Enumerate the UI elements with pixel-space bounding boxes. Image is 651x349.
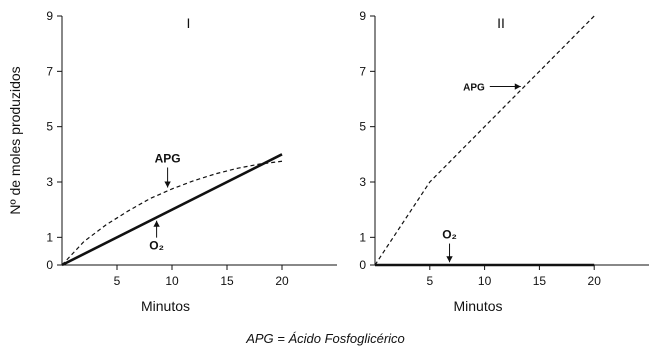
y-tick-label: 7 [359,64,366,78]
annotation-label-apg: APG [463,83,485,94]
annotation-label-apg: APG [155,151,181,165]
x-axis-label: Minutos [453,298,502,314]
chart-panel-1: 0 1 3 5 7 9 5 10 15 20 Minutos Nº de moles produzid… [7,9,337,314]
x-tick-label: 15 [533,274,547,288]
x-tick-label: 20 [275,274,289,288]
y-tick-label: 0 [359,258,366,272]
annotation-arrowhead-o2 [446,256,453,263]
figure-caption: APG = Ácido Fosfoglicérico [246,331,405,346]
y-tick-label: 5 [46,120,53,134]
annotation-arrowhead-apg [164,181,171,188]
series-line-apg [374,15,595,266]
y-tick-label: 5 [359,120,366,134]
y-tick-label: 1 [46,230,53,244]
panel-label: I [187,15,191,31]
y-tick-label: 7 [46,64,53,78]
y-tick-label: 9 [359,9,366,23]
series-line-apg [61,160,283,266]
y-tick-label: 3 [359,175,366,189]
chart-panel-2: 0 1 3 5 7 9 5 10 15 20 Minutos II APG O₂ [359,9,649,314]
x-tick-label: 10 [478,274,492,288]
y-tick-label: 0 [46,258,53,272]
x-tick-label: 5 [114,274,121,288]
x-tick-label: 15 [220,274,234,288]
y-tick-label: 1 [359,230,366,244]
x-axis-label: Minutos [141,298,190,314]
x-tick-label: 10 [165,274,179,288]
panel-label: II [497,15,505,31]
y-tick-label: 3 [46,175,53,189]
annotation-label-o2: O₂ [442,228,457,242]
y-axis-label: Nº de moles produzidos [7,66,23,214]
series-line-o2 [61,153,283,267]
x-tick-label: 20 [588,274,602,288]
annotation-label-o2: O₂ [149,239,164,253]
annotation-arrowhead-o2 [153,220,160,227]
annotation-arrowhead-apg [514,83,521,90]
x-tick-label: 5 [426,274,433,288]
y-tick-label: 9 [46,9,53,23]
